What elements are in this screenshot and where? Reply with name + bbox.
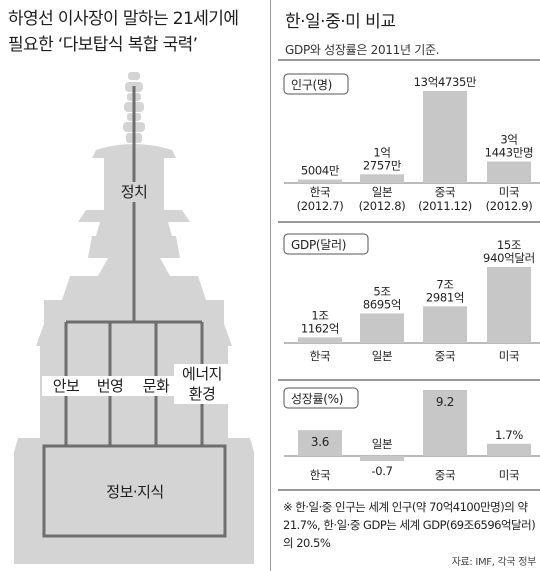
chart-2-bar-1 <box>360 313 404 343</box>
footnote: ※ 한·일·중 인구는 세계 인구(약 70억4100만명)의 약 21.7%,… <box>283 500 536 550</box>
chart-3-bar-3 <box>487 443 531 456</box>
chart-1-title: 인구(명) <box>291 78 332 92</box>
chart-3-bar-1 <box>360 456 404 462</box>
left-title: 하영선 이사장이 말하는 21세기에 필요한 ‘다보탑식 복합 국력’ <box>8 6 270 58</box>
chart-2-title: GDP(달러) <box>291 238 346 252</box>
left-title-line1: 하영선 이사장이 말하는 21세기에 <box>8 9 239 29</box>
chart-3-value-3: 1.7% <box>495 428 523 442</box>
chart-3-value-0: 3.6 <box>311 435 329 449</box>
chart-3-category-0: 한국 <box>310 468 331 482</box>
left-title-line2: 필요한 ‘다보탑식 복합 국력’ <box>8 35 198 55</box>
chart-2-category-0: 한국 <box>310 349 331 363</box>
chart-3-bar-0 <box>298 430 342 456</box>
chart-3-title: 성장률(%) <box>291 392 343 406</box>
chart-1-category-3: 미국 (2012.9) <box>486 185 533 213</box>
chart-2-value-1: 5조 8695억 <box>363 284 401 311</box>
right-subtitle: GDP와 성장률은 2011년 기준. <box>285 43 440 57</box>
chart-2-value-0: 1조 1162억 <box>301 308 339 335</box>
chart-1-value-2: 13억4735만 <box>414 75 477 89</box>
chart-2-bar-3 <box>487 267 531 343</box>
chart-2-title-box <box>283 233 369 255</box>
chart-1-title-box <box>283 73 349 95</box>
chart-3-title-box <box>283 387 359 409</box>
chart-3-value-1: -0.7 <box>371 464 392 478</box>
pagoda-silhouette <box>14 72 254 564</box>
chart-1-category-1: 일본 (2012.8) <box>359 185 406 213</box>
label-security: 안보 <box>42 376 90 396</box>
label-politics: 정치 <box>110 182 158 202</box>
chart-2-category-3: 미국 <box>499 349 520 363</box>
chart-1-value-1: 1억 2757만 <box>363 145 402 172</box>
chart-3-category-3: 미국 <box>499 468 520 482</box>
label-information-knowledge: 정보·지식 <box>106 483 164 501</box>
label-culture: 문화 <box>132 376 180 396</box>
label-energy-environment: 에너지 환경 <box>174 364 230 404</box>
chart-3-category-2: 중국 <box>435 468 456 482</box>
chart-2-bar-2 <box>423 306 467 343</box>
chart-3-value-2: 9.2 <box>436 395 454 409</box>
right-title: 한·일·중·미 비교 <box>285 12 396 32</box>
chart-1-value-3: 3억 1443만명 <box>485 133 534 160</box>
chart-3-bar-2 <box>423 390 467 456</box>
chart-1-bar-2 <box>423 91 467 183</box>
chart-1-bar-1 <box>360 174 404 183</box>
chart-2-value-3: 15조 940억달러 <box>483 238 535 265</box>
label-prosperity: 번영 <box>86 376 134 396</box>
chart-3-category-1: 일본 <box>372 437 393 451</box>
chart-1-category-2: 중국 (2011.12) <box>418 185 472 213</box>
chart-1-value-0: 5004만 <box>301 164 340 178</box>
chart-2-category-1: 일본 <box>372 349 393 363</box>
chart-1-bar-3 <box>487 161 531 183</box>
divider <box>270 0 271 571</box>
chart-2-category-2: 중국 <box>435 349 456 363</box>
pagoda-diagram <box>14 72 254 564</box>
chart-1-bar-0 <box>298 179 342 183</box>
chart-2-bar-0 <box>298 337 342 343</box>
chart-1-category-0: 한국 (2012.7) <box>297 185 344 213</box>
chart-2-value-2: 7조 2981억 <box>426 277 464 304</box>
source: 자료: IMF, 각국 정부 <box>451 557 537 568</box>
